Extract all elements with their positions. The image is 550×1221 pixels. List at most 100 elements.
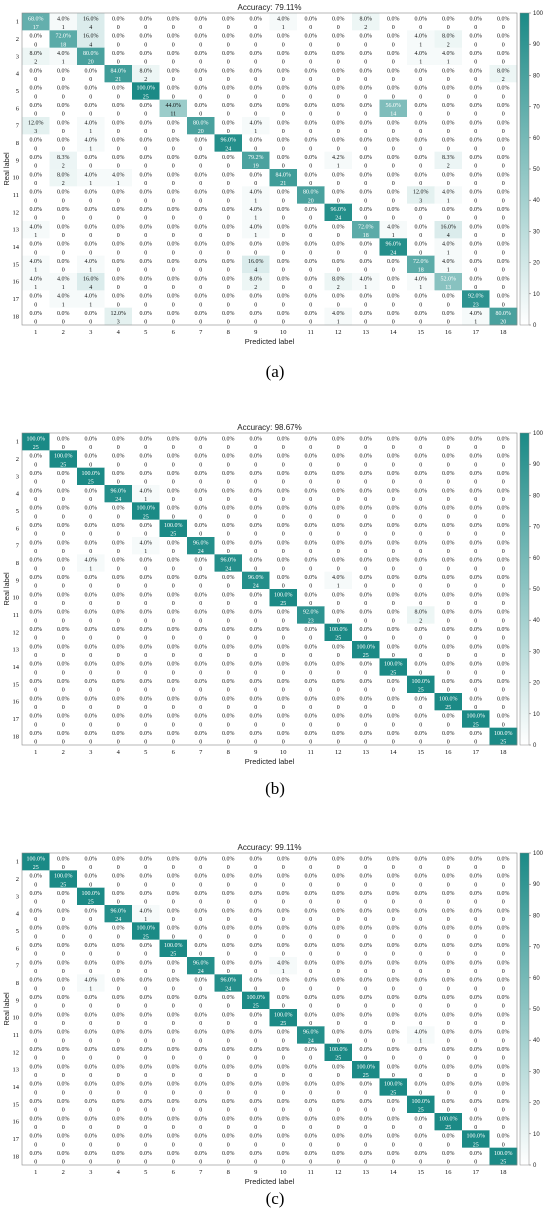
cell-count-label: 0	[364, 900, 367, 906]
heatmap-cell	[132, 47, 160, 66]
cell-count-label: 0	[227, 1073, 230, 1079]
heatmap-cell	[214, 450, 243, 468]
cell-count-label: 0	[447, 1073, 450, 1079]
heatmap-cell	[462, 82, 490, 100]
cell-count-label: 2	[447, 164, 450, 170]
cell-percent-label: 0.0%	[195, 558, 208, 564]
cell-count-label: 0	[117, 146, 120, 152]
heatmap-cell	[49, 467, 78, 486]
heatmap-cell	[104, 1113, 133, 1131]
cell-percent-label: 4.0%	[470, 311, 483, 317]
cell-percent-label: 0.0%	[195, 1151, 208, 1157]
cell-percent-label: 0.0%	[470, 506, 483, 512]
cell-count-label: 0	[502, 497, 505, 503]
heatmap-cell	[352, 290, 380, 308]
heatmap-cell	[297, 957, 325, 975]
cell-percent-label: 0.0%	[195, 259, 208, 265]
cell-count-label: 0	[254, 146, 257, 152]
heatmap-cell	[324, 727, 353, 746]
cell-percent-label: 0.0%	[167, 34, 180, 40]
heatmap-cell	[434, 1113, 463, 1131]
cell-count-label: 0	[227, 25, 230, 31]
cell-percent-label: 0.0%	[140, 155, 153, 161]
cell-count-label: 0	[144, 532, 147, 538]
cell-percent-label: 0.0%	[195, 1082, 208, 1088]
heatmap-cell	[22, 853, 50, 871]
heatmap-cell	[159, 203, 188, 222]
cell-percent-label: 0.0%	[140, 1030, 153, 1036]
heatmap-cell	[297, 554, 325, 572]
cell-count-label: 0	[364, 1056, 367, 1062]
cell-count-label: 0	[447, 1056, 450, 1062]
cell-count-label: 0	[227, 302, 230, 308]
cell-percent-label: 0.0%	[332, 103, 345, 109]
cell-count-label: 0	[364, 584, 367, 590]
cell-percent-label: 0.0%	[497, 960, 510, 966]
y-tick-label: 11	[13, 1032, 19, 1039]
heatmap-cell	[49, 870, 78, 888]
cell-count-label: 0	[282, 986, 285, 992]
cell-percent-label: 16.0%	[83, 276, 99, 282]
heatmap-cell	[77, 433, 105, 451]
cell-count-label: 0	[254, 25, 257, 31]
cell-count-label: 0	[89, 740, 92, 746]
heatmap-cell	[407, 641, 435, 659]
colorbar-tick-label: 20	[533, 681, 540, 687]
cell-percent-label: 0.0%	[140, 995, 153, 1001]
cell-count-label: 0	[117, 42, 120, 48]
cell-percent-label: 0.0%	[305, 155, 318, 161]
heatmap-cell	[324, 554, 353, 572]
cell-count-label: 0	[172, 1073, 175, 1079]
cell-count-label: 0	[62, 917, 65, 923]
cell-percent-label: 0.0%	[387, 540, 400, 546]
heatmap-cell	[187, 134, 215, 152]
cell-count-label: 0	[117, 268, 120, 274]
cell-percent-label: 0.0%	[57, 488, 70, 494]
heatmap-cell	[434, 47, 463, 66]
cell-count-label: 0	[282, 618, 285, 624]
cell-percent-label: 0.0%	[387, 172, 400, 178]
cell-percent-label: 0.0%	[140, 575, 153, 581]
cell-count-label: 0	[309, 181, 312, 187]
cell-count-label: 0	[62, 216, 65, 222]
x-tick-label: 17	[473, 329, 480, 336]
heatmap-cell	[407, 30, 435, 48]
heatmap-cell	[159, 1095, 188, 1114]
heatmap-cell	[214, 169, 243, 187]
heatmap-cell	[489, 467, 518, 486]
heatmap-cell	[407, 255, 435, 274]
heatmap-cell	[22, 1130, 50, 1148]
cell-count-label: 0	[62, 112, 65, 118]
heatmap-cell	[77, 117, 105, 135]
cell-count-label: 0	[89, 1108, 92, 1114]
cell-count-label: 0	[392, 1073, 395, 1079]
x-tick-label: 8	[227, 329, 230, 336]
cell-count-label: 0	[364, 250, 367, 256]
cell-count-label: 0	[502, 250, 505, 256]
cell-count-label: 0	[474, 181, 477, 187]
heatmap-cell	[407, 939, 435, 958]
cell-percent-label: 0.0%	[250, 454, 263, 460]
heatmap-cell	[104, 957, 133, 975]
cell-count-label: 0	[227, 462, 230, 468]
cell-count-label: 0	[502, 705, 505, 711]
cell-count-label: 0	[337, 42, 340, 48]
heatmap-cell	[489, 307, 518, 326]
cell-count-label: 0	[392, 77, 395, 83]
cell-count-label: 0	[89, 688, 92, 694]
cell-count-label: 0	[282, 653, 285, 659]
cell-percent-label: 0.0%	[222, 311, 235, 317]
x-tick-label: 13	[363, 329, 370, 336]
cell-count-label: 0	[254, 1160, 257, 1166]
cell-count-label: 0	[309, 1004, 312, 1010]
cell-percent-label: 0.0%	[195, 856, 208, 862]
cell-count-label: 0	[62, 129, 65, 135]
cell-percent-label: 0.0%	[57, 120, 70, 126]
y-tick-label: 9	[16, 157, 19, 164]
cell-count-label: 0	[199, 670, 202, 676]
cell-percent-label: 0.0%	[277, 558, 290, 564]
cell-percent-label: 0.0%	[57, 1116, 70, 1122]
cell-percent-label: 0.0%	[140, 34, 153, 40]
cell-count-label: 0	[172, 146, 175, 152]
heatmap-cell	[324, 905, 353, 923]
